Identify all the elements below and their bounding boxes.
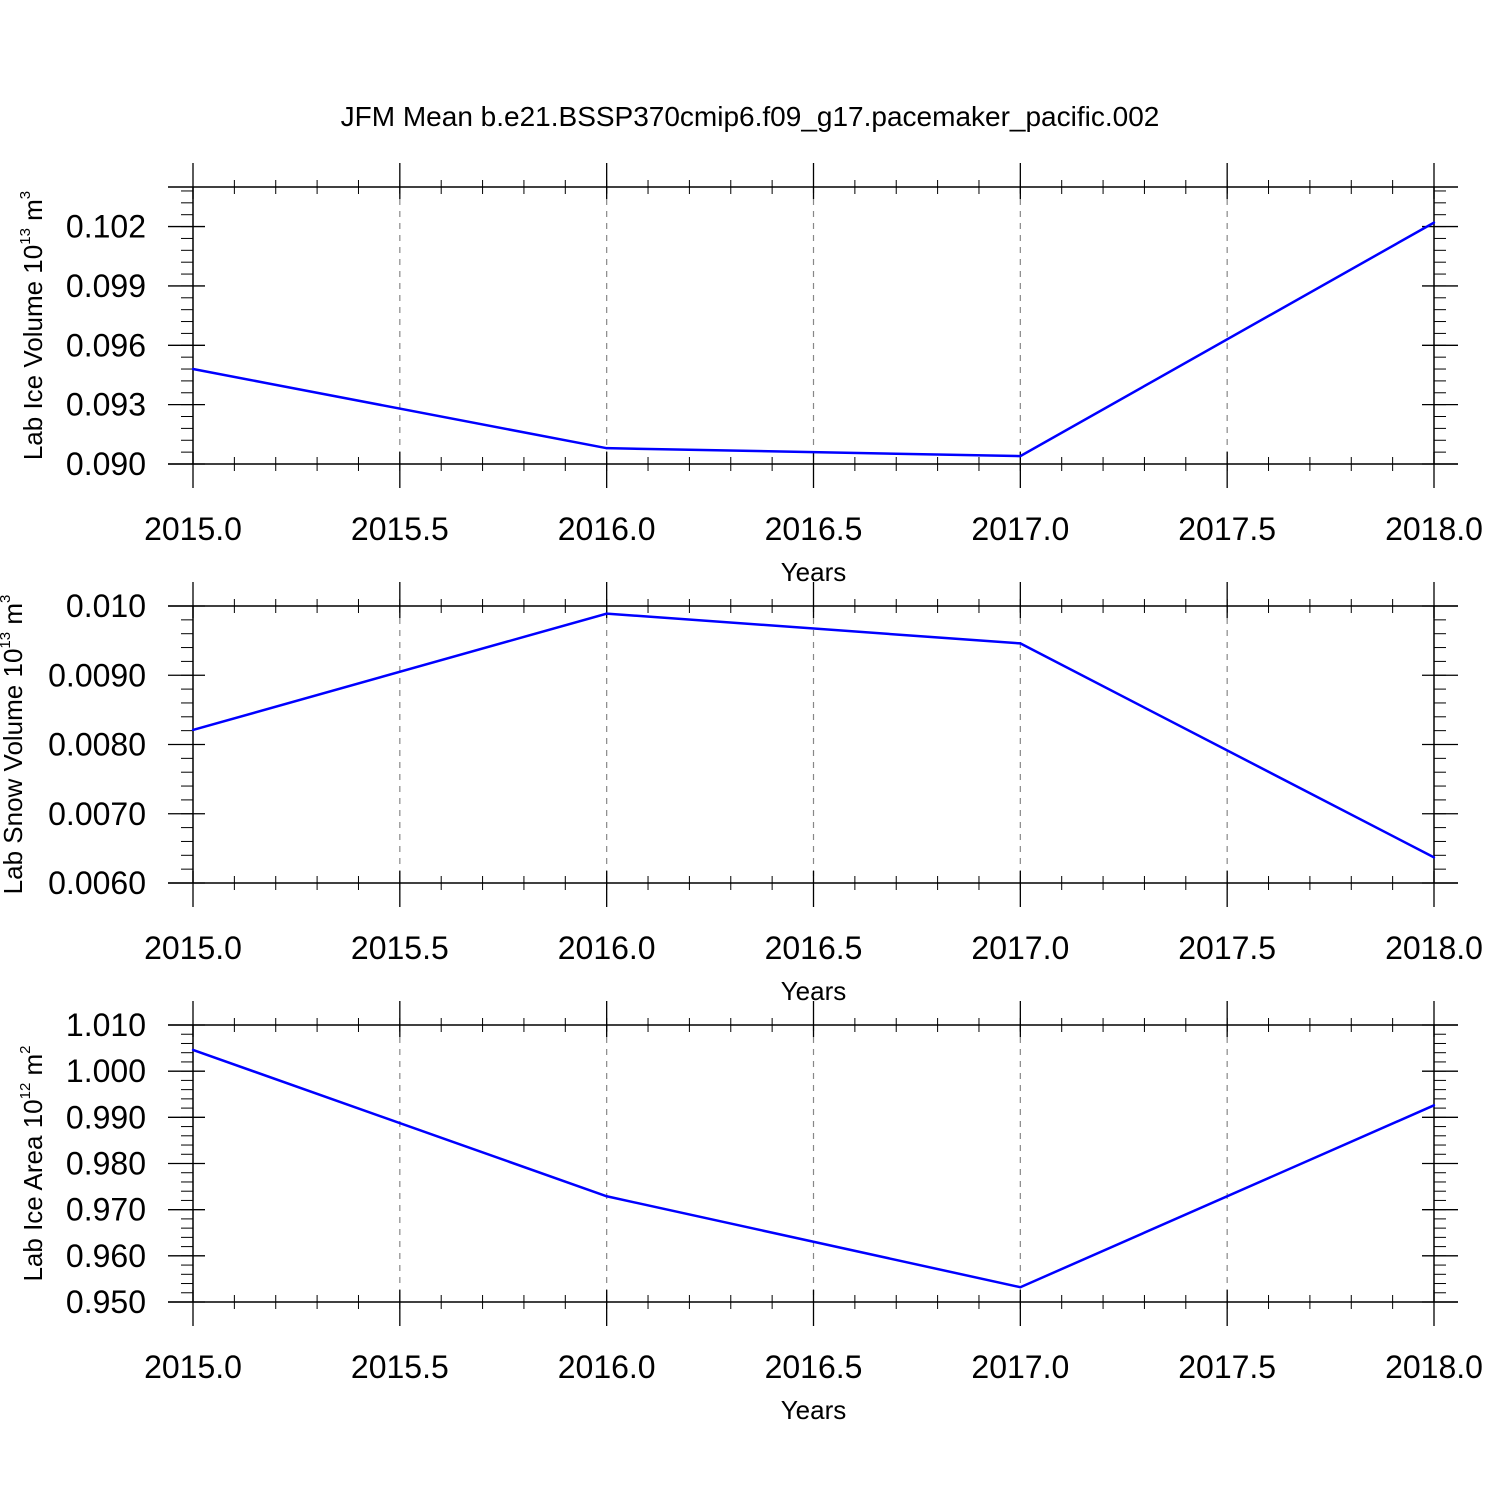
y-axis-label-unit-power: 2 xyxy=(17,1045,34,1053)
x-tick-label: 2015.5 xyxy=(351,930,449,966)
y-tick-label: 0.010 xyxy=(66,588,146,624)
x-tick-label: 2016.5 xyxy=(765,511,863,547)
x-tick-label: 2015.0 xyxy=(144,930,242,966)
x-tick-label: 2016.0 xyxy=(558,1349,656,1385)
y-tick-label: 0.990 xyxy=(66,1099,146,1135)
y-axis-label-unit-power: 3 xyxy=(17,191,34,199)
y-axis-label-text: Lab Snow Volume 10 xyxy=(0,649,28,895)
data-point xyxy=(191,367,195,371)
y-tick-label: 0.950 xyxy=(66,1284,146,1320)
y-tick-label: 1.010 xyxy=(66,1007,146,1043)
y-axis-label-exponent: 13 xyxy=(17,228,34,245)
y-axis-label-unit-power: 3 xyxy=(0,595,14,603)
y-axis-label: Lab Ice Volume 1013 m3 xyxy=(17,191,48,460)
y-axis-label-exponent: 13 xyxy=(0,632,14,649)
y-tick-label: 0.0070 xyxy=(48,796,146,832)
x-axis-label: Years xyxy=(781,1395,847,1425)
panels: 2015.0 2015.5 2016.0 2016.5 2017.0 2017.5 2018… xyxy=(0,163,1483,1425)
y-tick-label: 0.970 xyxy=(66,1192,146,1228)
x-tick-label: 2016.5 xyxy=(765,930,863,966)
data-point xyxy=(1432,856,1436,859)
y-tick-label: 0.099 xyxy=(66,268,146,304)
data-point xyxy=(605,612,608,615)
chart-panel-3: 2015.0 2015.5 2016.0 2016.5 2017.0 2017.5 2018… xyxy=(17,1001,1483,1425)
series-line xyxy=(192,221,1435,458)
x-tick-label: 2016.0 xyxy=(558,511,656,547)
x-tick-label: 2017.0 xyxy=(971,930,1069,966)
data-point xyxy=(1432,1104,1436,1107)
x-tick-label: 2017.5 xyxy=(1178,930,1276,966)
y-axis-label: Lab Snow Volume 1013 m3 xyxy=(0,595,28,895)
x-tick-label: 2015.5 xyxy=(351,511,449,547)
y-tick-label: 0.980 xyxy=(66,1146,146,1182)
x-tick-label: 2017.5 xyxy=(1178,1349,1276,1385)
x-tick-label: 2018.0 xyxy=(1385,1349,1483,1385)
x-tick-label: 2017.0 xyxy=(971,511,1069,547)
y-tick-label: 0.090 xyxy=(66,446,146,482)
x-tick-label: 2015.0 xyxy=(144,511,242,547)
y-tick-label: 0.0060 xyxy=(48,865,146,901)
x-tick-label: 2016.0 xyxy=(558,930,656,966)
y-tick-label: 0.960 xyxy=(66,1238,146,1274)
y-axis-label: Lab Ice Area 1012 m2 xyxy=(17,1045,48,1281)
series-line xyxy=(192,612,1435,859)
series-line xyxy=(192,1048,1435,1289)
x-tick-label: 2015.0 xyxy=(144,1349,242,1385)
y-axis-label-exponent: 12 xyxy=(17,1083,34,1100)
x-tick-label: 2015.5 xyxy=(351,1349,449,1385)
data-point xyxy=(1019,1286,1022,1289)
y-tick-label: 0.102 xyxy=(66,209,146,245)
y-axis-label-unit: m xyxy=(18,199,48,228)
y-tick-label: 0.096 xyxy=(66,327,146,363)
data-point xyxy=(191,728,195,732)
chart-panel-2: 2015.0 2015.5 2016.0 2016.5 2017.0 2017.5 2018… xyxy=(0,582,1483,1006)
data-point xyxy=(1432,221,1436,224)
y-tick-label: 0.093 xyxy=(66,387,146,423)
x-tick-label: 2016.5 xyxy=(765,1349,863,1385)
y-tick-label: 0.0090 xyxy=(48,657,146,693)
y-axis-label-unit: m xyxy=(0,603,28,632)
x-tick-label: 2017.0 xyxy=(971,1349,1069,1385)
figure-title: JFM Mean b.e21.BSSP370cmip6.f09_g17.pace… xyxy=(341,101,1160,132)
data-point xyxy=(605,446,608,450)
data-point xyxy=(1019,642,1022,645)
data-point xyxy=(1019,454,1022,458)
y-axis-label-unit: m xyxy=(18,1054,48,1083)
y-tick-label: 1.000 xyxy=(66,1053,146,1089)
y-axis-label-text: Lab Ice Area 10 xyxy=(18,1099,48,1281)
data-point xyxy=(191,1048,195,1052)
x-tick-label: 2017.5 xyxy=(1178,511,1276,547)
x-tick-label: 2018.0 xyxy=(1385,511,1483,547)
y-axis-label-text: Lab Ice Volume 10 xyxy=(18,245,48,460)
x-tick-label: 2018.0 xyxy=(1385,930,1483,966)
chart-panel-1: 2015.0 2015.5 2016.0 2016.5 2017.0 2017.5 2018… xyxy=(17,163,1483,587)
y-tick-label: 0.0080 xyxy=(48,727,146,763)
data-point xyxy=(605,1195,608,1198)
